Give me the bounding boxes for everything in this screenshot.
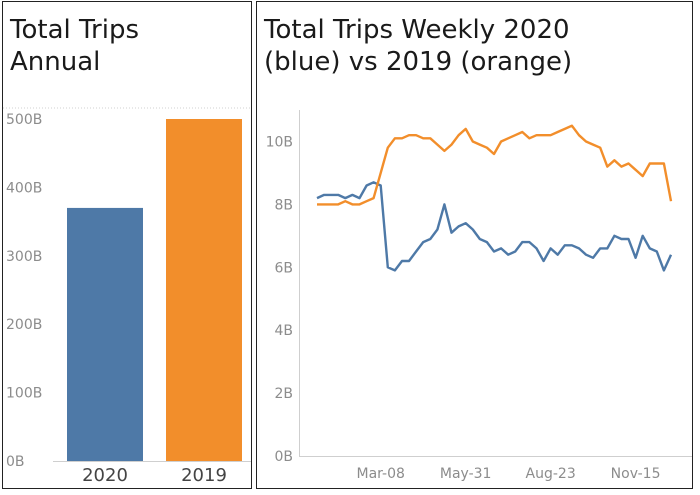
x-category-label: 2019 — [181, 465, 227, 486]
series-line-2020 — [316, 181, 673, 272]
x-tick-label: Nov-15 — [611, 466, 661, 482]
y-tick-label: 500B — [6, 112, 42, 128]
annual-trips-panel: Total Trips Annual 500B 400B 300B 200B 100B 0… — [2, 1, 252, 489]
x-category-label: 2020 — [82, 465, 128, 486]
y-tick-label: 2B — [274, 386, 293, 402]
x-tick-label: Mar-08 — [357, 466, 405, 482]
y-tick-label: 10B — [266, 134, 293, 150]
bar-2020 — [67, 207, 143, 461]
y-tick-label: 4B — [274, 323, 293, 339]
weekly-title-line-2: (blue) vs 2019 (orange) — [264, 47, 573, 77]
y-tick-label: 100B — [6, 386, 42, 402]
annual-title-line-1: Total Trips — [10, 15, 140, 45]
series-line-2019 — [317, 124, 673, 206]
y-tick-label: 6B — [274, 260, 293, 276]
weekly-title-line-1: Total Trips Weekly 2020 — [264, 15, 570, 45]
weekly-chart-title: Total Trips Weekly 2020 (blue) vs 2019 (… — [264, 14, 684, 78]
x-tick-label: Aug-23 — [526, 466, 576, 482]
weekly-trips-panel: Total Trips Weekly 2020 (blue) vs 2019 (… — [256, 1, 693, 489]
annual-bar-chart: 500B 400B 300B 200B 100B 0B 2020 2019 — [3, 107, 251, 486]
y-tick-label: 0B — [6, 454, 25, 470]
x-tick-label: May-31 — [440, 466, 492, 482]
y-tick-label: 8B — [274, 197, 293, 213]
weekly-line-chart: 10B 8B 6B 4B 2B 0B Mar-08 May-31 Aug-23 Nov-15 — [266, 110, 692, 482]
bar-2019 — [166, 119, 242, 461]
y-tick-label: 400B — [6, 180, 42, 196]
annual-chart-title: Total Trips Annual — [10, 14, 240, 78]
y-tick-label: 0B — [274, 449, 293, 465]
annual-title-line-2: Annual — [10, 47, 101, 77]
y-tick-label: 300B — [6, 249, 42, 265]
y-tick-label: 200B — [6, 317, 42, 333]
